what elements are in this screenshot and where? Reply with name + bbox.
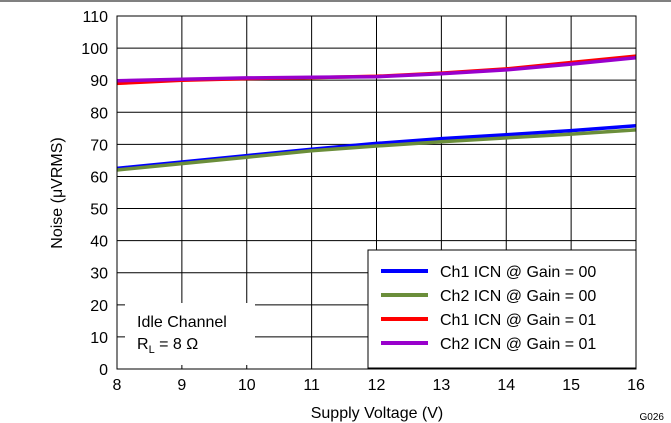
y-tick-label: 70 <box>90 137 108 154</box>
y-tick-label: 10 <box>90 330 108 347</box>
legend-label-3: Ch1 ICN @ Gain = 01 <box>440 312 596 329</box>
y-axis-title: Noise (μVRMS) <box>49 137 66 248</box>
y-tick-label: 40 <box>90 234 108 251</box>
x-axis-title: Supply Voltage (V) <box>311 405 444 422</box>
y-tick-label: 110 <box>82 9 108 26</box>
legend-label-4: Ch2 ICN @ Gain = 01 <box>440 336 596 353</box>
series-lines <box>116 54 637 172</box>
series-line-2 <box>116 128 637 172</box>
y-tick-label: 50 <box>90 202 108 219</box>
x-tick-labels: 8 9 10 11 12 13 14 15 16 <box>113 377 645 394</box>
series-line-4 <box>116 55 637 83</box>
x-tick-label: 14 <box>497 377 515 394</box>
y-tick-label: 90 <box>90 73 108 90</box>
legend: Ch1 ICN @ Gain = 00 Ch2 ICN @ Gain = 00 Ch… <box>367 249 637 369</box>
annotation-load: RL = 8 Ω <box>137 336 198 356</box>
x-tick-label: 8 <box>113 377 122 394</box>
y-tick-label: 100 <box>81 41 108 58</box>
y-tick-label: 30 <box>90 266 108 283</box>
annotation-line1: Idle Channel <box>137 314 227 331</box>
y-tick-labels: 0 10 20 30 40 50 60 70 80 90 100 110 <box>81 9 108 379</box>
y-tick-label: 60 <box>90 169 108 186</box>
legend-label-1: Ch1 ICN @ Gain = 00 <box>440 264 596 281</box>
annotation-rl-sub: L <box>149 344 155 356</box>
y-tick-label: 20 <box>90 298 108 315</box>
x-tick-label: 12 <box>368 377 386 394</box>
plot-frame <box>116 15 637 370</box>
figure-code: G026 <box>640 412 665 423</box>
annotation-background <box>125 303 255 365</box>
annotation-box: Idle Channel RL = 8 Ω <box>125 303 255 365</box>
x-tick-label: 11 <box>303 377 320 394</box>
y-tick-label: 80 <box>90 105 108 122</box>
x-tick-label: 13 <box>432 377 450 394</box>
legend-label-2: Ch2 ICN @ Gain = 00 <box>440 288 596 305</box>
x-tick-label: 15 <box>562 377 580 394</box>
x-tick-label: 10 <box>238 377 256 394</box>
x-tick-label: 9 <box>177 377 186 394</box>
x-tick-label: 16 <box>627 377 645 394</box>
annotation-rl-value: = 8 Ω <box>155 336 199 353</box>
annotation-rl-main: R <box>137 336 149 353</box>
y-tick-label: 0 <box>99 362 108 379</box>
